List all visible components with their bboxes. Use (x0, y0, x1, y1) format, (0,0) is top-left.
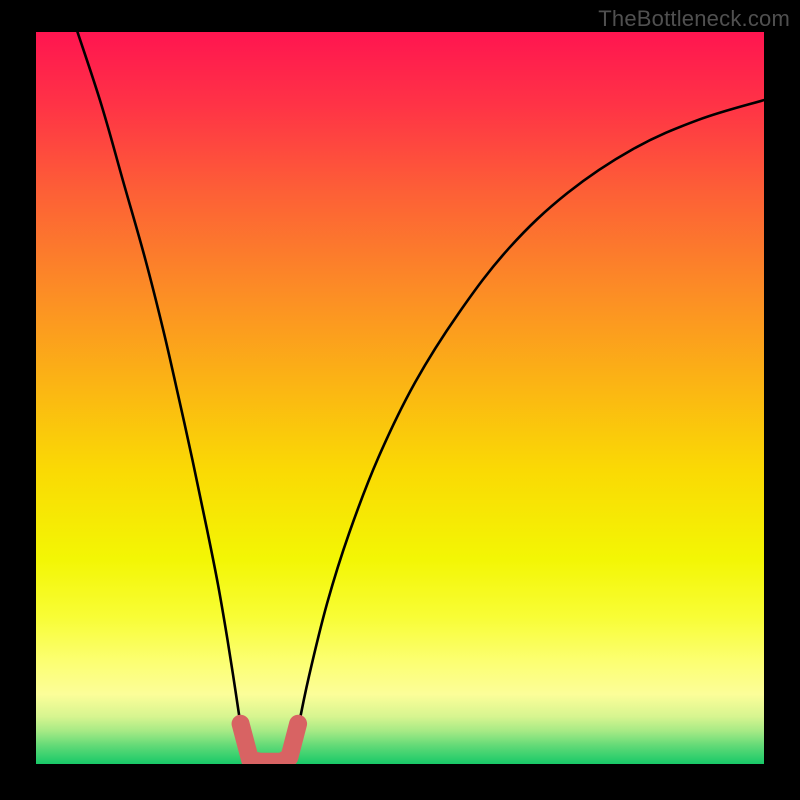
curve-left-branch (77, 32, 246, 764)
watermark-text: TheBottleneck.com (598, 6, 790, 32)
chart-container: TheBottleneck.com (0, 0, 800, 800)
curve-layer (36, 32, 764, 764)
curve-right-branch (292, 100, 764, 764)
plot-area (36, 32, 764, 764)
bottom-u-marker (241, 724, 299, 762)
